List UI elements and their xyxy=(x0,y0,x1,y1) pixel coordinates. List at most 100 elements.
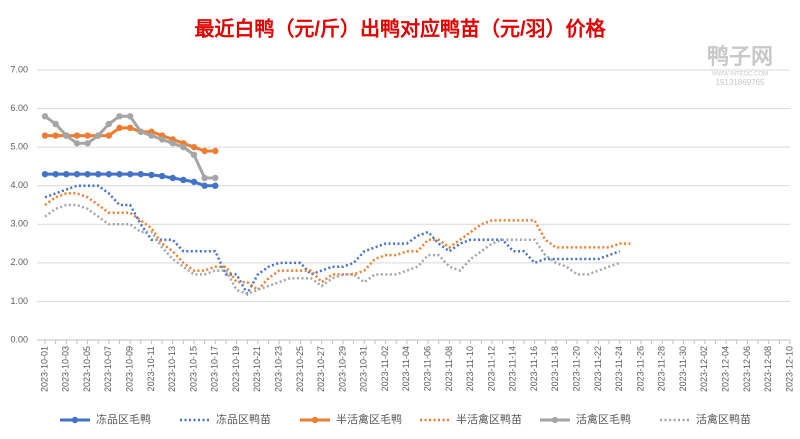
x-tick-label: 2023-10-07 xyxy=(103,346,113,392)
x-tick-label: 2023-11-26 xyxy=(635,346,645,391)
chart-title: 最近白鸭（元/斤）出鸭对应鸭苗（元/羽）价格 xyxy=(194,16,606,40)
series-marker xyxy=(116,170,123,178)
series-marker xyxy=(180,176,187,184)
series-marker xyxy=(137,128,144,135)
x-tick-label: 2023-11-18 xyxy=(550,346,560,391)
legend-marker xyxy=(311,416,319,424)
series-marker xyxy=(180,143,187,151)
y-tick-label: 4.00 xyxy=(10,180,28,190)
y-tick-label: 0.00 xyxy=(10,334,28,344)
series-marker xyxy=(84,132,91,139)
y-tick-label: 6.00 xyxy=(10,103,28,113)
series-marker xyxy=(137,170,144,178)
series-marker xyxy=(95,132,102,139)
x-tick-label: 2023-11-24 xyxy=(614,346,624,391)
series-marker xyxy=(84,170,91,178)
series-marker xyxy=(105,170,113,178)
series-marker xyxy=(52,132,59,139)
x-tick-label: 2023-10-17 xyxy=(210,346,220,392)
series-marker xyxy=(105,120,113,128)
x-tick-label: 2023-10-15 xyxy=(188,346,198,392)
legend-label: 半活禽区鸭苗 xyxy=(456,412,522,426)
series-marker xyxy=(169,140,176,147)
x-tick-label: 2023-11-22 xyxy=(593,346,603,391)
x-tick-label: 2023-12-04 xyxy=(721,346,731,392)
x-tick-label: 2023-12-06 xyxy=(742,346,752,392)
legend-marker xyxy=(71,416,79,424)
series-marker xyxy=(84,140,91,147)
series-marker xyxy=(190,143,198,151)
series-marker xyxy=(148,171,155,179)
series-marker xyxy=(201,174,208,182)
series-marker xyxy=(73,170,81,178)
x-tick-label: 2023-10-05 xyxy=(82,346,92,392)
x-tick-label: 2023-11-04 xyxy=(401,346,411,391)
series-marker xyxy=(190,151,198,159)
series-marker xyxy=(158,172,166,180)
x-tick-label: 2023-12-08 xyxy=(763,346,773,392)
x-tick-label: 2023-10-01 xyxy=(39,346,49,392)
legend-label: 活禽区毛鸭 xyxy=(576,412,631,426)
watermark: 鸭子网 xyxy=(707,44,773,69)
watermark: WWW.INTEDC.COM xyxy=(712,72,768,78)
x-tick-label: 2023-11-20 xyxy=(572,346,582,391)
series-marker xyxy=(41,170,49,178)
x-tick-label: 2023-10-19 xyxy=(231,346,241,392)
x-tick-label: 2023-10-09 xyxy=(125,346,135,392)
x-tick-label: 2023-10-23 xyxy=(274,346,284,392)
y-tick-label: 7.00 xyxy=(10,64,28,74)
series-line xyxy=(44,184,621,297)
x-tick-label: 2023-10-27 xyxy=(316,346,326,392)
series-marker xyxy=(73,132,81,139)
x-tick-label: 2023-11-30 xyxy=(678,346,688,391)
series-marker xyxy=(212,182,219,189)
series-marker xyxy=(169,174,176,182)
x-tick-label: 2023-11-08 xyxy=(444,346,454,391)
series-marker xyxy=(63,170,70,178)
series-marker xyxy=(52,120,59,128)
series-marker xyxy=(95,170,102,178)
series-marker xyxy=(190,178,198,186)
series-marker xyxy=(201,182,208,189)
x-tick-label: 2023-11-14 xyxy=(508,346,518,391)
series-marker xyxy=(212,174,219,182)
x-tick-label: 2023-11-06 xyxy=(423,346,433,391)
x-tick-label: 2023-10-25 xyxy=(295,346,305,392)
x-tick-label: 2023-10-03 xyxy=(61,346,71,392)
series-marker xyxy=(201,147,208,155)
y-tick-label: 5.00 xyxy=(10,142,28,152)
x-tick-label: 2023-11-02 xyxy=(380,346,390,391)
x-tick-label: 2023-11-12 xyxy=(486,346,496,391)
y-tick-label: 1.00 xyxy=(10,296,28,306)
x-tick-label: 2023-12-10 xyxy=(784,346,794,392)
legend-marker xyxy=(551,416,559,424)
series-marker xyxy=(41,113,49,120)
x-tick-label: 2023-10-21 xyxy=(252,346,262,392)
x-tick-label: 2023-10-29 xyxy=(337,346,347,392)
x-tick-label: 2023-12-02 xyxy=(699,346,709,392)
watermark: 15131869765 xyxy=(716,78,765,87)
legend-label: 冻品区毛鸭 xyxy=(96,412,151,426)
series-marker xyxy=(116,113,123,120)
series-marker xyxy=(126,113,134,120)
x-tick-label: 2023-10-11 xyxy=(146,346,156,391)
x-tick-label: 2023-10-13 xyxy=(167,346,177,392)
series-marker xyxy=(148,132,155,139)
series-marker xyxy=(52,170,59,178)
x-tick-label: 2023-11-10 xyxy=(465,346,475,391)
series-marker xyxy=(116,124,123,132)
x-tick-label: 2023-10-31 xyxy=(359,346,369,392)
series-marker xyxy=(63,132,70,139)
y-tick-label: 2.00 xyxy=(10,257,28,267)
series-marker xyxy=(105,132,113,139)
series-marker xyxy=(212,147,219,155)
x-tick-label: 2023-11-28 xyxy=(657,346,667,391)
series-marker xyxy=(41,132,49,139)
series-marker xyxy=(73,140,81,147)
series-marker xyxy=(126,170,134,178)
y-tick-label: 3.00 xyxy=(10,219,28,229)
series-marker xyxy=(126,124,134,132)
series-marker xyxy=(158,136,166,143)
x-tick-label: 2023-11-16 xyxy=(529,346,539,391)
